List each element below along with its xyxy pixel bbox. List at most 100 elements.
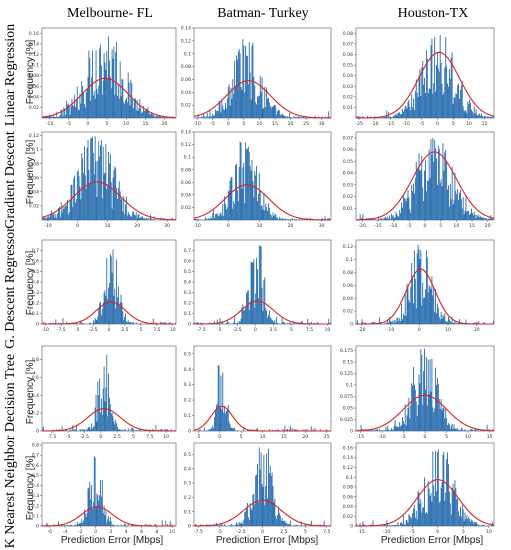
histogram-bar — [421, 155, 423, 220]
histogram-bar — [446, 459, 448, 526]
histogram-bar — [120, 429, 122, 431]
x-tick-label: 5 — [452, 121, 455, 127]
histogram-bar — [493, 116, 494, 118]
y-tick-label: 0 — [350, 429, 353, 435]
histogram-bar — [117, 426, 118, 431]
y-tick-label: 0.06 — [181, 180, 191, 186]
histogram-bar — [455, 323, 457, 324]
histogram-bar — [420, 95, 422, 118]
histogram-bar — [284, 322, 286, 324]
histogram-bar — [77, 524, 79, 526]
histogram-bar — [84, 513, 86, 526]
ylabel-row-1: Frequency [%] — [25, 40, 36, 105]
histogram-bar — [205, 524, 207, 526]
histogram-bar — [166, 429, 168, 431]
histogram-bar — [228, 421, 230, 431]
histogram-panel-15: -15 -10 -5 0 5 1000.020.040.060.080.10.120.14… — [343, 442, 495, 535]
y-tick-label: 0.2 — [32, 301, 39, 307]
histogram-bar — [451, 317, 453, 324]
histogram-bar — [53, 212, 55, 220]
histogram-bar — [459, 192, 460, 220]
histogram-bar — [452, 483, 454, 526]
y-tick-label: 0.04 — [343, 504, 353, 510]
histogram-bar — [485, 217, 487, 220]
histogram-bar — [52, 322, 54, 324]
histogram-bar — [441, 410, 443, 431]
histogram-bar — [246, 56, 248, 118]
x-tick-label: 0 — [218, 434, 221, 440]
histogram-bar — [93, 426, 95, 431]
histogram-bar — [266, 310, 268, 324]
histogram-bar — [127, 72, 129, 118]
histogram-bar — [75, 99, 77, 118]
histogram-bar — [459, 89, 461, 118]
histogram-bar — [155, 524, 157, 526]
histogram-bar — [159, 116, 160, 118]
histogram-bar — [46, 217, 48, 220]
y-tick-label: 0.06 — [29, 84, 39, 90]
histogram-bar — [475, 109, 477, 118]
histogram-bar — [198, 429, 200, 431]
x-tick-label: 10 — [466, 121, 472, 127]
xlabel-col-2: Prediction Error [Mbps] — [216, 535, 318, 546]
histogram-bar — [384, 322, 386, 324]
histogram-bar — [449, 428, 451, 431]
histogram-bar — [441, 318, 443, 324]
histogram-bar — [442, 454, 444, 526]
histogram-bar — [99, 48, 101, 118]
histogram-bar — [80, 199, 82, 220]
histogram-bar — [200, 117, 202, 118]
histogram-bar — [250, 99, 252, 118]
histogram-bar — [478, 524, 480, 526]
histogram-bar — [210, 428, 212, 431]
histogram-bar — [472, 215, 474, 220]
y-tick-label: 0.12 — [181, 142, 191, 148]
histogram-bar — [374, 219, 376, 220]
row-title-g-descent-regressor: G. Descent Regressor — [3, 227, 18, 349]
histogram-bar — [363, 524, 365, 526]
histogram-bar — [422, 507, 424, 526]
histogram-bar — [393, 425, 395, 431]
y-tick-label: 0.08 — [343, 31, 353, 37]
histogram-bar — [390, 213, 392, 220]
histogram-bar — [114, 95, 116, 118]
histogram-bar — [463, 214, 465, 220]
histogram-bar — [476, 523, 478, 526]
histogram-bar — [468, 517, 470, 526]
histogram-bar — [152, 318, 154, 324]
histogram-bar — [289, 117, 291, 118]
histogram-bar — [399, 525, 401, 526]
histogram-bar — [409, 515, 411, 526]
histogram-bar — [384, 524, 386, 526]
histogram-bar — [213, 115, 215, 118]
histogram-bar — [424, 170, 425, 220]
histogram-bar — [104, 172, 106, 220]
histogram-bar — [45, 116, 47, 118]
histogram-bar — [95, 50, 97, 118]
fit-curve — [355, 394, 495, 432]
histogram-bar — [228, 190, 230, 220]
histogram-bar — [443, 407, 445, 431]
histogram-bar — [271, 472, 273, 526]
y-tick-label: 0 — [350, 322, 353, 328]
histogram-bar — [212, 113, 214, 118]
histogram-bar — [204, 427, 205, 431]
histogram-bar — [258, 173, 260, 220]
histogram-bar — [215, 109, 216, 118]
histogram-bar — [255, 102, 257, 118]
histogram-bar — [123, 320, 125, 324]
histogram-bar — [463, 520, 465, 526]
histogram-bar — [88, 170, 90, 220]
histogram-bar — [410, 287, 412, 324]
histogram-bar — [129, 105, 131, 118]
y-tick-label: 0.12 — [343, 465, 353, 471]
fit-curve — [41, 77, 177, 119]
histogram-bar — [413, 250, 415, 324]
y-tick-label: 0.5 — [184, 269, 191, 275]
histogram-bar — [416, 415, 418, 431]
x-tick-label: 2.5 — [280, 529, 287, 535]
histogram-bar — [301, 320, 303, 324]
y-tick-label: 0.4 — [32, 280, 39, 286]
y-tick-label: 0.1 — [32, 513, 39, 519]
histogram-bar — [96, 493, 98, 526]
